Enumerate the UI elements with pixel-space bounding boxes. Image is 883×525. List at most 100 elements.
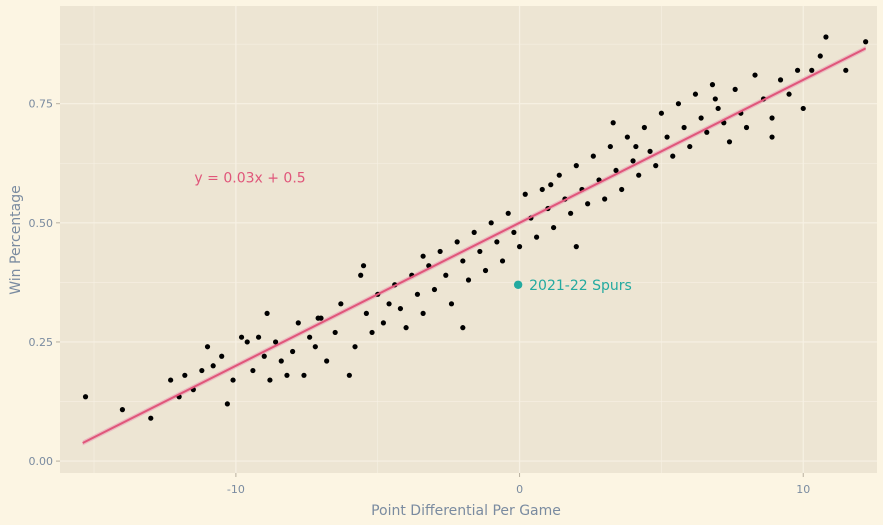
data-point [358, 272, 364, 278]
data-point [267, 377, 273, 383]
data-point [499, 258, 506, 264]
x-tick-label: 0 [516, 483, 523, 496]
data-point [199, 367, 205, 374]
data-point [403, 325, 409, 331]
data-point [607, 143, 613, 150]
data-point [548, 182, 554, 188]
data-point [250, 367, 256, 374]
data-point [471, 229, 477, 235]
x-axis-title: Point Differential Per Game [371, 503, 561, 519]
data-point [369, 329, 375, 336]
data-points [82, 34, 869, 421]
data-point [477, 248, 483, 255]
x-tick-label: 10 [796, 483, 810, 496]
data-point [630, 158, 636, 164]
data-point [522, 191, 528, 197]
data-point [709, 82, 716, 88]
data-point [448, 301, 455, 307]
data-point [573, 163, 579, 169]
highlight-point [513, 280, 523, 289]
data-point [204, 344, 211, 350]
data-point [641, 124, 647, 131]
data-point [460, 258, 466, 264]
data-point [224, 401, 230, 407]
data-point [610, 120, 616, 126]
regression-line [82, 47, 867, 444]
data-point [443, 272, 449, 278]
data-point [658, 110, 665, 116]
plot-panel [60, 6, 877, 473]
y-axis-ticks: 0.00 0.25 0.50 0.75 [29, 98, 60, 468]
data-point [315, 315, 321, 321]
data-point [732, 86, 738, 92]
data-point [324, 358, 330, 364]
data-point [516, 244, 523, 250]
data-point [602, 196, 608, 202]
data-point [619, 186, 625, 193]
data-point [332, 329, 338, 336]
data-point [769, 115, 775, 121]
data-point [817, 53, 823, 59]
data-point [414, 291, 421, 297]
highlight-point-label: 2021-22 Spurs [529, 278, 632, 294]
data-point [82, 394, 89, 400]
data-point [219, 353, 225, 359]
data-point [386, 301, 392, 307]
data-point [556, 172, 562, 178]
data-point [119, 407, 126, 413]
data-point [800, 105, 806, 112]
data-point [823, 34, 829, 40]
data-point [681, 124, 687, 131]
data-point [743, 124, 750, 131]
data-point [692, 91, 699, 97]
y-tick-label: 0.75 [29, 98, 54, 111]
x-axis-ticks: -10 0 10 [227, 473, 810, 496]
data-point [687, 143, 693, 150]
data-point [397, 305, 404, 312]
grid-lines [60, 6, 877, 473]
data-point [230, 377, 236, 383]
data-point [307, 334, 313, 340]
data-point [437, 248, 443, 255]
highlight-marker [513, 280, 523, 289]
data-point [633, 143, 639, 150]
data-point [494, 239, 500, 245]
x-tick-label: -10 [227, 483, 245, 496]
data-point [613, 167, 619, 174]
data-point [465, 277, 472, 283]
data-point [786, 91, 792, 97]
data-point [511, 229, 517, 235]
data-point [573, 244, 579, 250]
data-point [777, 77, 784, 83]
data-point [278, 358, 284, 364]
data-point [420, 253, 426, 259]
data-point [568, 210, 574, 216]
data-point [752, 72, 758, 78]
data-point [182, 372, 188, 378]
data-point [488, 220, 494, 226]
data-point [551, 224, 557, 231]
data-point [533, 234, 540, 240]
data-point [653, 163, 659, 169]
data-point [261, 353, 267, 359]
data-point [454, 239, 460, 245]
data-point [346, 372, 352, 378]
data-point [420, 310, 426, 316]
data-point [238, 334, 245, 340]
data-point [585, 201, 591, 207]
data-point [794, 67, 801, 73]
data-point [675, 101, 682, 107]
data-point [244, 339, 250, 345]
data-point [312, 344, 318, 350]
data-point [380, 320, 386, 326]
y-axis-title: Win Percentage [8, 185, 24, 295]
data-point [670, 153, 676, 159]
data-point [636, 172, 642, 178]
y-tick-label: 0.50 [29, 217, 54, 230]
data-point [505, 210, 511, 216]
data-point [168, 377, 174, 383]
data-point [809, 67, 815, 73]
data-point [148, 415, 154, 421]
data-point [352, 344, 358, 350]
y-tick-label: 0.25 [29, 336, 54, 349]
